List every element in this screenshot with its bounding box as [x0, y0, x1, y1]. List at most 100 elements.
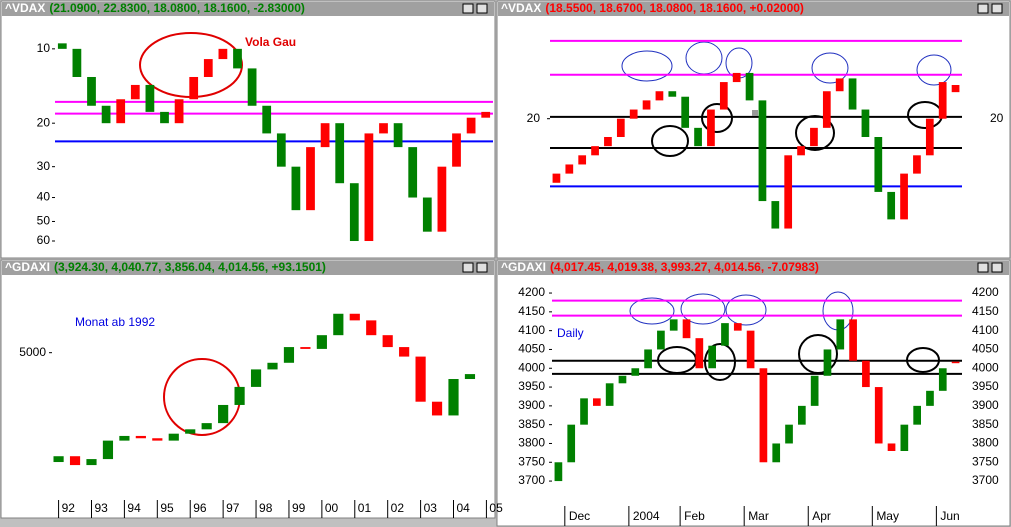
- y-tick-label: 3950: [518, 379, 545, 393]
- x-tick-label: 94: [127, 501, 141, 515]
- candle: [733, 323, 742, 331]
- candle: [926, 390, 934, 406]
- x-tick-label: 98: [259, 501, 273, 515]
- y-tick-label: 3750: [972, 454, 999, 468]
- candle: [925, 118, 934, 156]
- candle: [874, 137, 883, 192]
- y-tick-label: 4150: [972, 304, 999, 318]
- ellipse: [811, 52, 849, 84]
- candle: [399, 347, 410, 357]
- candle: [810, 375, 819, 406]
- candle: [185, 429, 196, 434]
- candle: [393, 123, 403, 148]
- x-tick-label: 99: [292, 501, 306, 515]
- x-tick-label: 96: [193, 501, 207, 515]
- candle: [203, 59, 213, 77]
- candle: [567, 424, 576, 463]
- candle: [72, 48, 82, 77]
- x-tick-label: 04: [457, 501, 471, 515]
- ellipse: [725, 294, 767, 326]
- quote: (18.5500, 18.6700, 18.0800, 18.1600, +0.…: [545, 1, 804, 15]
- candle: [233, 48, 242, 69]
- window-button[interactable]: [977, 262, 989, 273]
- candle: [591, 146, 599, 156]
- y-tick-label: 3950: [972, 379, 999, 393]
- x-tick-label: May: [876, 509, 899, 523]
- y-tick-label: 20: [527, 111, 541, 125]
- candle: [554, 462, 563, 482]
- candle: [644, 349, 652, 369]
- candle: [276, 133, 286, 167]
- window-button[interactable]: [462, 262, 474, 273]
- y-tick-label: 30: [37, 159, 51, 173]
- candle: [102, 440, 114, 460]
- candle: [616, 118, 625, 137]
- candle: [848, 78, 857, 110]
- candle: [316, 335, 327, 349]
- window-button[interactable]: [476, 3, 488, 14]
- x-tick-label: 03: [424, 501, 438, 515]
- candle: [306, 147, 315, 211]
- candle: [53, 456, 64, 463]
- y-tick-label: 3850: [972, 417, 999, 431]
- y-tick-label: 4100: [972, 323, 999, 337]
- quote: (3,924.30, 4,040.77, 3,856.04, 4,014.56,…: [54, 260, 326, 274]
- candle: [746, 330, 755, 369]
- candle: [466, 117, 476, 134]
- candle: [629, 109, 638, 119]
- x-tick-label: Jun: [940, 509, 959, 523]
- candle: [938, 368, 947, 391]
- candle: [681, 96, 690, 128]
- candle: [887, 443, 896, 451]
- candle: [682, 319, 691, 339]
- candle: [694, 127, 702, 147]
- pane: [496, 0, 1011, 259]
- candle: [771, 201, 780, 229]
- window-button[interactable]: [991, 262, 1003, 273]
- candle: [101, 105, 111, 124]
- y-tick-label: 3800: [972, 436, 999, 450]
- candle: [580, 398, 588, 425]
- candle: [415, 356, 426, 402]
- window-button[interactable]: [462, 3, 474, 14]
- window-button[interactable]: [977, 3, 989, 14]
- annotation: Daily: [557, 326, 584, 340]
- candle: [379, 123, 388, 134]
- candle: [333, 313, 344, 336]
- candle: [366, 320, 377, 336]
- x-tick-label: 2004: [633, 509, 660, 523]
- pane: [496, 259, 1011, 527]
- candle: [874, 387, 883, 444]
- y-tick-label: 3700: [972, 473, 999, 487]
- candle: [862, 360, 870, 388]
- candle: [913, 155, 921, 174]
- window-button[interactable]: [991, 3, 1003, 14]
- candle: [130, 84, 140, 100]
- candle: [797, 146, 805, 156]
- candle: [135, 435, 146, 439]
- candle: [631, 368, 640, 376]
- candle: [247, 68, 257, 106]
- candle: [784, 155, 793, 229]
- y-tick-label: 4100: [518, 323, 545, 337]
- candle: [900, 173, 908, 220]
- candle: [291, 166, 301, 211]
- handle: [752, 110, 758, 116]
- candle: [481, 111, 491, 118]
- x-tick-label: Apr: [812, 509, 831, 523]
- y-tick-label: 3900: [518, 398, 545, 412]
- title-bar: [2, 2, 494, 16]
- candle: [57, 43, 67, 49]
- candle: [452, 133, 461, 167]
- candle: [283, 347, 295, 363]
- candle: [642, 100, 651, 110]
- candle: [861, 109, 870, 137]
- y-tick-label: 4000: [972, 360, 999, 374]
- y-tick-label: 3700: [518, 473, 545, 487]
- window-button[interactable]: [476, 262, 488, 273]
- candle: [887, 191, 896, 220]
- candle: [437, 166, 447, 232]
- candle: [119, 435, 130, 441]
- candle: [951, 361, 960, 364]
